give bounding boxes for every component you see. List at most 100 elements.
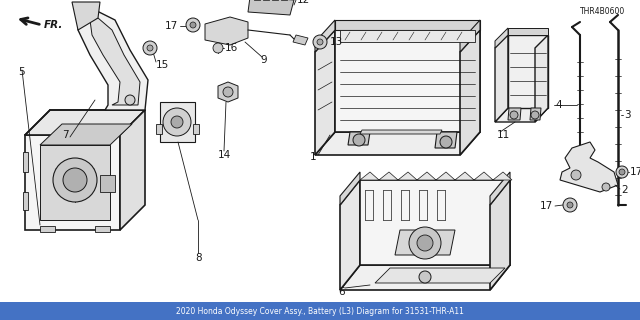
Circle shape: [223, 87, 233, 97]
Polygon shape: [474, 172, 493, 180]
Polygon shape: [508, 35, 548, 108]
Circle shape: [147, 45, 153, 51]
FancyBboxPatch shape: [0, 302, 640, 320]
Polygon shape: [193, 124, 199, 134]
Circle shape: [53, 158, 97, 202]
Text: 17: 17: [164, 21, 178, 31]
Polygon shape: [375, 268, 505, 283]
Polygon shape: [23, 152, 28, 172]
Polygon shape: [25, 110, 145, 135]
Polygon shape: [340, 30, 475, 42]
Polygon shape: [335, 20, 480, 30]
Text: THR4B0600: THR4B0600: [580, 7, 625, 17]
Text: 8: 8: [195, 253, 202, 263]
Polygon shape: [560, 142, 618, 192]
Text: 14: 14: [218, 150, 231, 160]
Polygon shape: [460, 30, 480, 155]
Polygon shape: [490, 180, 510, 290]
Polygon shape: [120, 110, 145, 230]
Text: 4: 4: [555, 100, 562, 110]
Polygon shape: [23, 192, 28, 210]
Circle shape: [186, 18, 200, 32]
Circle shape: [125, 95, 135, 105]
Polygon shape: [417, 172, 436, 180]
Polygon shape: [90, 18, 140, 105]
Polygon shape: [508, 28, 548, 35]
Polygon shape: [530, 108, 541, 120]
Polygon shape: [156, 124, 162, 134]
Text: 6: 6: [338, 287, 344, 297]
Polygon shape: [360, 172, 379, 180]
Circle shape: [619, 169, 625, 175]
Circle shape: [143, 41, 157, 55]
Polygon shape: [160, 102, 195, 142]
Polygon shape: [490, 172, 510, 205]
Circle shape: [63, 168, 87, 192]
Polygon shape: [25, 135, 120, 230]
Polygon shape: [398, 172, 417, 180]
Polygon shape: [218, 82, 238, 102]
Text: 5: 5: [18, 67, 24, 77]
Circle shape: [163, 108, 191, 136]
Text: 2: 2: [621, 185, 628, 195]
Text: 15: 15: [156, 60, 169, 70]
Text: 11: 11: [497, 130, 510, 140]
Polygon shape: [455, 172, 474, 180]
Polygon shape: [493, 172, 512, 180]
Circle shape: [616, 166, 628, 178]
Circle shape: [563, 198, 577, 212]
Circle shape: [419, 271, 431, 283]
Polygon shape: [435, 132, 457, 148]
Circle shape: [440, 136, 452, 148]
Polygon shape: [100, 175, 115, 192]
Polygon shape: [460, 20, 480, 52]
Polygon shape: [293, 35, 308, 45]
Circle shape: [571, 170, 581, 180]
Polygon shape: [315, 132, 480, 155]
Polygon shape: [72, 2, 100, 30]
Polygon shape: [340, 265, 510, 290]
Circle shape: [313, 35, 327, 49]
Text: 3: 3: [624, 110, 630, 120]
Text: 17: 17: [540, 201, 553, 211]
Polygon shape: [78, 10, 148, 110]
Polygon shape: [360, 180, 510, 265]
Polygon shape: [340, 180, 360, 290]
Polygon shape: [315, 30, 335, 155]
Text: 16: 16: [225, 43, 238, 53]
Polygon shape: [495, 28, 508, 48]
Circle shape: [531, 111, 539, 119]
Circle shape: [567, 202, 573, 208]
Polygon shape: [395, 230, 455, 255]
Circle shape: [510, 111, 518, 119]
Polygon shape: [535, 35, 548, 122]
Polygon shape: [348, 132, 370, 145]
Polygon shape: [205, 17, 248, 45]
Polygon shape: [95, 226, 110, 232]
Polygon shape: [315, 20, 335, 52]
Circle shape: [417, 235, 433, 251]
Circle shape: [353, 134, 365, 146]
Polygon shape: [508, 108, 521, 120]
Circle shape: [213, 43, 223, 53]
Text: 9: 9: [260, 55, 267, 65]
Circle shape: [317, 39, 323, 45]
Polygon shape: [379, 172, 398, 180]
Polygon shape: [436, 172, 455, 180]
Text: 13: 13: [330, 37, 343, 47]
Text: 12: 12: [297, 0, 310, 5]
Text: 1: 1: [310, 152, 317, 162]
Circle shape: [602, 183, 610, 191]
Polygon shape: [495, 35, 508, 122]
Text: 2020 Honda Odyssey Cover Assy., Battery (L3) Diagram for 31531-THR-A11: 2020 Honda Odyssey Cover Assy., Battery …: [176, 307, 464, 316]
Polygon shape: [40, 145, 110, 220]
Text: FR.: FR.: [44, 20, 63, 30]
Polygon shape: [360, 130, 442, 134]
Text: 17: 17: [630, 167, 640, 177]
Polygon shape: [40, 124, 132, 145]
Polygon shape: [335, 30, 480, 132]
Text: 7: 7: [62, 130, 68, 140]
Polygon shape: [40, 226, 55, 232]
Polygon shape: [340, 172, 360, 205]
Circle shape: [409, 227, 441, 259]
